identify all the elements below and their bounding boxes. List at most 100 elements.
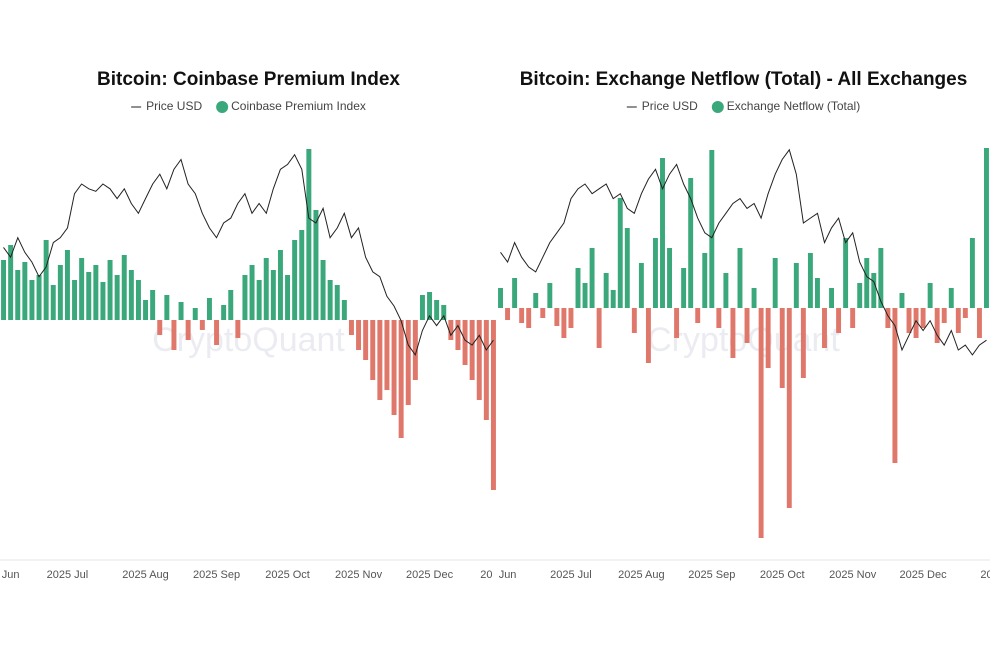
x-tick-label: Jun [499,569,517,581]
bar [86,272,92,320]
bar [934,308,940,343]
bar [384,320,390,390]
bar [143,300,149,320]
bar [638,263,644,308]
bar [519,308,525,323]
legend-item: Price USD [131,99,202,113]
bar [730,308,736,358]
bar [969,238,975,308]
x-tick-label: 2025 Oct [265,569,310,581]
bar [512,278,518,308]
bar [737,248,743,308]
bar [962,308,968,318]
bar [313,210,319,320]
bar [878,248,884,308]
legend: Price USD Coinbase Premium Index [131,99,366,113]
bar [228,290,234,320]
bar [363,320,369,360]
bar [242,275,248,320]
bar [674,308,680,338]
bar [575,268,581,308]
bar [624,228,630,308]
x-tick-label: 2025 Aug [618,569,665,581]
bar [178,302,184,320]
bar [716,308,722,328]
chart-title: Bitcoin: Coinbase Premium Index [97,69,400,90]
bar [786,308,792,508]
bar [603,273,609,308]
bar [645,308,651,363]
bar [744,308,750,343]
bar [920,308,926,328]
bar [299,230,305,320]
bar [214,320,220,345]
price-line [3,153,494,357]
bar [256,280,262,320]
bar [320,260,326,320]
x-tick-label: 20 [480,569,492,581]
bar [448,320,454,340]
bar [263,258,269,320]
bar [793,263,799,308]
bar [505,308,511,320]
bar [948,288,954,308]
bar [419,295,425,320]
bar [36,275,42,320]
bar [857,283,863,308]
bar [984,148,989,308]
price-line [500,148,987,356]
bar [899,293,905,308]
bar [206,298,212,320]
bar [398,320,404,438]
bar [843,238,849,308]
x-tick-label: 2025 Dec [900,569,948,581]
bar [976,308,982,338]
bar [29,280,35,320]
bar [836,308,842,333]
bar [850,308,856,328]
bar [249,265,255,320]
legend-dot [216,101,229,113]
bar [327,280,333,320]
bar [157,320,163,335]
bar [221,305,227,320]
bar [121,255,127,320]
x-tick-label: 2025 Sep [193,569,240,581]
bar [114,275,120,320]
bar [185,320,191,340]
bar [469,320,475,380]
legend-label: Price USD [146,99,202,113]
bar [483,320,489,420]
bar [64,250,70,320]
x-tick-label: 2025 Nov [335,569,383,581]
bar [370,320,376,380]
watermark: CryptoQuant [152,321,345,359]
bar [885,308,891,328]
x-tick-label: 2025 Sep [688,569,735,581]
bar [688,178,694,308]
bar [610,290,616,308]
x-tick-label: 2025 Aug [122,569,169,581]
bar [22,262,28,320]
bar [100,282,106,320]
legend: Price USD Exchange Netflow (Total) [626,99,860,113]
legend-dot [711,101,724,113]
bar [829,288,835,308]
bar [695,308,701,323]
bar [526,308,532,328]
bar [906,308,912,333]
bar [57,265,63,320]
bar [540,308,546,318]
x-tick-label: 2025 Jul [550,569,592,581]
chart-panel: Bitcoin: Coinbase Premium Index CryptoQua… [0,69,497,581]
bar [955,308,961,333]
bar [334,285,340,320]
bar [892,308,898,463]
bar [164,295,170,320]
bar [631,308,637,333]
bar [589,248,595,308]
x-tick-label: 20 [980,569,990,581]
bar [285,275,291,320]
